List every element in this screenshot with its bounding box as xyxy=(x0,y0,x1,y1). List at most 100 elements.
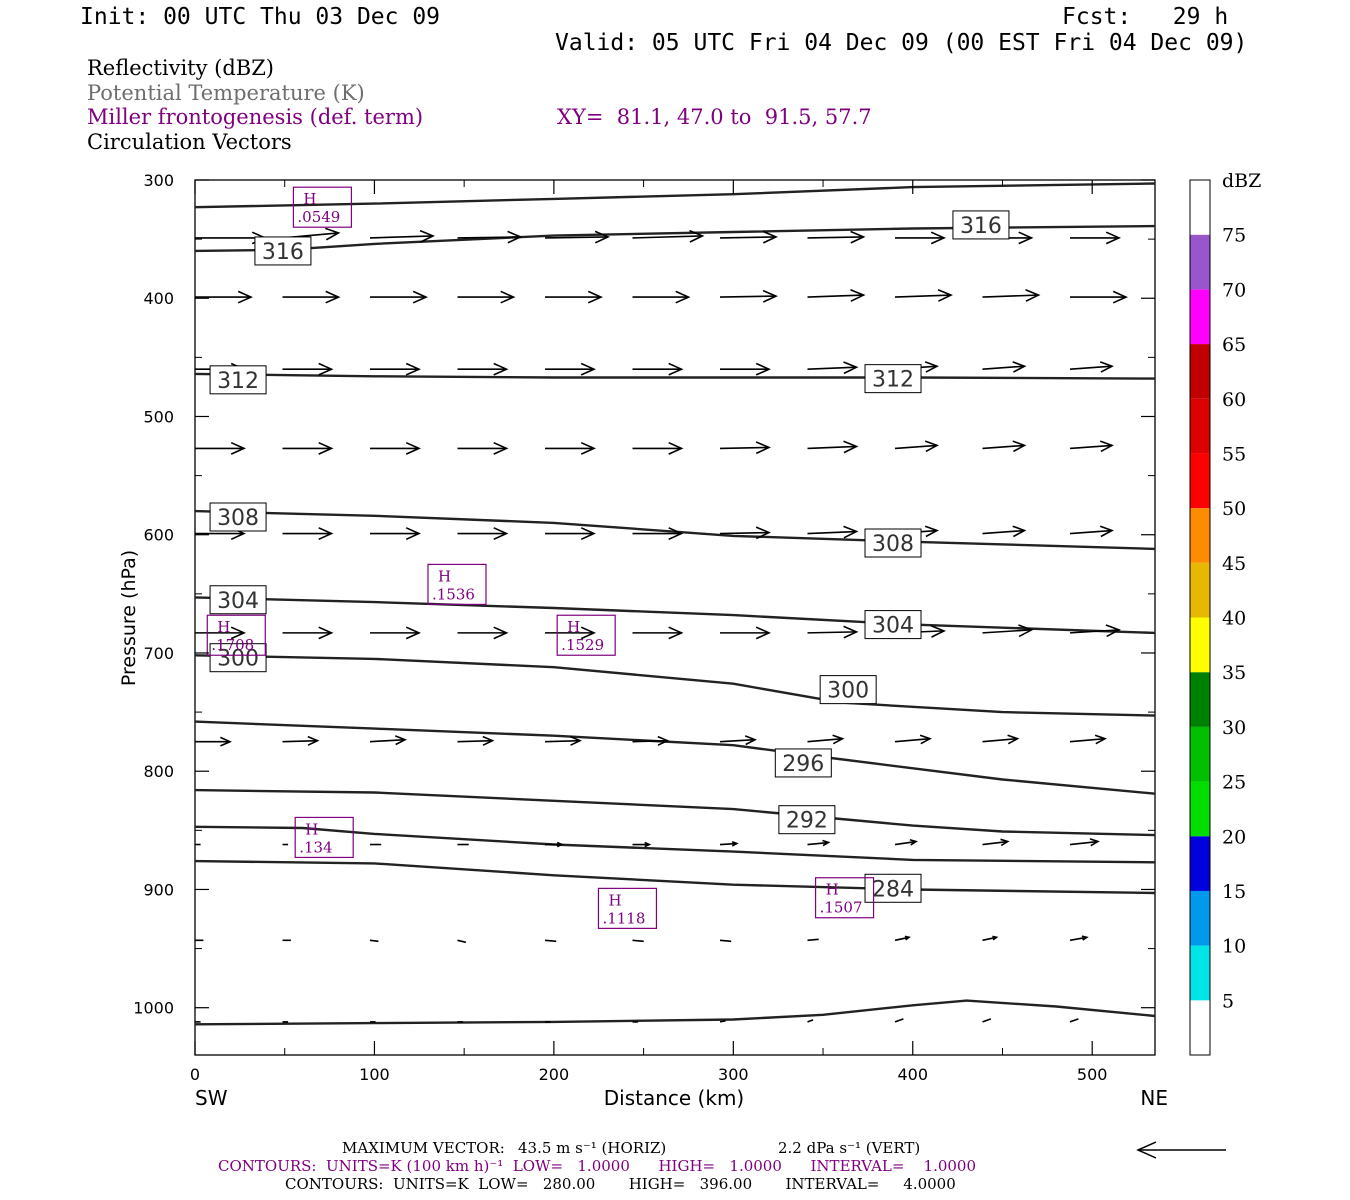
circulation-vector xyxy=(982,838,1010,847)
frontogenesis-max-label: H.1507 xyxy=(814,877,875,919)
svg-text:300: 300 xyxy=(827,679,869,704)
x-tick-label: 0 xyxy=(190,1065,200,1084)
svg-text:284: 284 xyxy=(872,877,914,902)
svg-text:.1708: .1708 xyxy=(211,636,254,654)
circulation-vector xyxy=(632,362,684,376)
circulation-vector xyxy=(982,935,999,942)
colorbar-label: 5 xyxy=(1222,990,1234,1012)
svg-text:H: H xyxy=(438,567,451,585)
init-time: Init: 00 UTC Thu 03 Dec 09 xyxy=(80,4,441,30)
circulation-vector xyxy=(370,362,421,376)
theta-contour-line xyxy=(195,788,1155,837)
field-frontogenesis: Miller frontogenesis (def. term) xyxy=(87,105,424,129)
theta-contour-line xyxy=(195,509,1155,551)
circulation-vector xyxy=(457,362,509,376)
circulation-vector xyxy=(632,841,652,848)
circulation-vector xyxy=(807,1019,814,1023)
circulation-vector xyxy=(982,734,1020,745)
y-tick-label: 900 xyxy=(143,880,174,899)
frontogenesis-max-label: H.1536 xyxy=(427,563,487,605)
circulation-vector xyxy=(719,1020,726,1023)
circulation-vector xyxy=(894,839,918,846)
circulation-vector xyxy=(1069,525,1114,538)
theta-contour-label: 304 xyxy=(864,610,922,640)
circulation-vector xyxy=(370,527,421,541)
circulation-vector xyxy=(807,734,845,745)
y-tick-label: 400 xyxy=(143,289,174,308)
colorbar-title: dBZ xyxy=(1222,170,1261,192)
circulation-vector xyxy=(369,229,435,243)
circulation-vector xyxy=(632,527,684,541)
svg-text:316: 316 xyxy=(262,240,304,265)
circulation-vector xyxy=(195,626,246,640)
x-tick-label: 100 xyxy=(359,1065,390,1084)
circulation-vector xyxy=(457,735,495,746)
frontogenesis-max-label: H.1529 xyxy=(556,614,616,656)
forecast-hour: Fcst: 29 h xyxy=(1062,4,1229,30)
circulation-vector xyxy=(457,230,523,244)
theta-contour-label: 304 xyxy=(209,585,267,615)
circulation-vector xyxy=(894,734,932,745)
circulation-vector xyxy=(1070,290,1128,304)
circulation-vector xyxy=(719,230,778,244)
y-axis-title: Pressure (hPa) xyxy=(118,550,140,686)
colorbar-segment xyxy=(1190,453,1210,509)
y-tick-label: 500 xyxy=(143,407,174,426)
y-tick-label: 800 xyxy=(143,762,174,781)
colorbar-segment xyxy=(1190,672,1210,727)
circulation-vector xyxy=(807,625,859,639)
svg-text:.1536: .1536 xyxy=(432,585,475,603)
colorbar-label: 70 xyxy=(1222,279,1246,301)
circulation-vector xyxy=(545,290,603,304)
circulation-vector xyxy=(282,735,320,746)
max-vector-horiz: 43.5 m s⁻¹ (HORIZ) xyxy=(518,1139,667,1157)
circulation-vector xyxy=(370,290,428,304)
svg-text:H: H xyxy=(567,618,580,636)
circulation-vector xyxy=(545,841,564,848)
theta-contour-label: 300 xyxy=(209,643,267,673)
circulation-vector xyxy=(807,839,831,847)
colorbar-segment xyxy=(1190,344,1210,399)
y-tick-label: 700 xyxy=(143,644,174,663)
x-axis-title: Distance (km) xyxy=(604,1086,744,1110)
colorbar-segment xyxy=(1190,562,1210,618)
circulation-vector xyxy=(282,362,334,376)
field-reflectivity: Reflectivity (dBZ) xyxy=(87,56,275,80)
circulation-vector xyxy=(195,441,246,455)
theta-contour-label: 292 xyxy=(778,805,836,835)
x-tick-label: 200 xyxy=(539,1065,570,1084)
circulation-vector xyxy=(545,626,596,640)
theta-contour-line xyxy=(195,654,1155,717)
colorbar-label: 35 xyxy=(1222,662,1246,684)
frontogenesis-contour-info: CONTOURS: UNITS=K (100 km h)⁻¹ LOW= 1.00… xyxy=(218,1157,977,1175)
colorbar-label: 30 xyxy=(1222,717,1246,739)
circulation-vector xyxy=(894,440,939,453)
svg-text:.134: .134 xyxy=(299,838,332,856)
x-tick-label: 400 xyxy=(897,1065,928,1084)
svg-text:304: 304 xyxy=(217,589,259,614)
theta-contour-label: 316 xyxy=(254,236,312,266)
circulation-vector xyxy=(982,525,1027,538)
reference-vector-arrow xyxy=(1136,1141,1226,1159)
circulation-vector xyxy=(719,526,771,540)
theta-contour-label: 308 xyxy=(864,528,922,558)
colorbar-label: 75 xyxy=(1222,225,1246,247)
circulation-vector xyxy=(1069,935,1089,942)
circulation-vector xyxy=(1069,361,1114,373)
circulation-vector xyxy=(720,626,771,640)
circulation-vector xyxy=(457,939,467,944)
colorbar-segment xyxy=(1190,180,1210,235)
frontogenesis-max-label: H.1708 xyxy=(206,614,266,656)
circulation-vector xyxy=(719,289,778,303)
circulation-vector xyxy=(632,229,705,243)
colorbar-segment xyxy=(1190,836,1210,891)
x-right-label: NE xyxy=(1140,1086,1168,1110)
frontogenesis-max-label: H.134 xyxy=(294,816,354,859)
circulation-vector xyxy=(807,440,859,454)
circulation-vector xyxy=(1069,734,1107,745)
circulation-vector xyxy=(282,441,334,455)
colorbar-label: 20 xyxy=(1222,826,1246,848)
circulation-vector xyxy=(195,290,253,304)
circulation-vector xyxy=(894,289,953,302)
circulation-vector xyxy=(195,736,232,747)
